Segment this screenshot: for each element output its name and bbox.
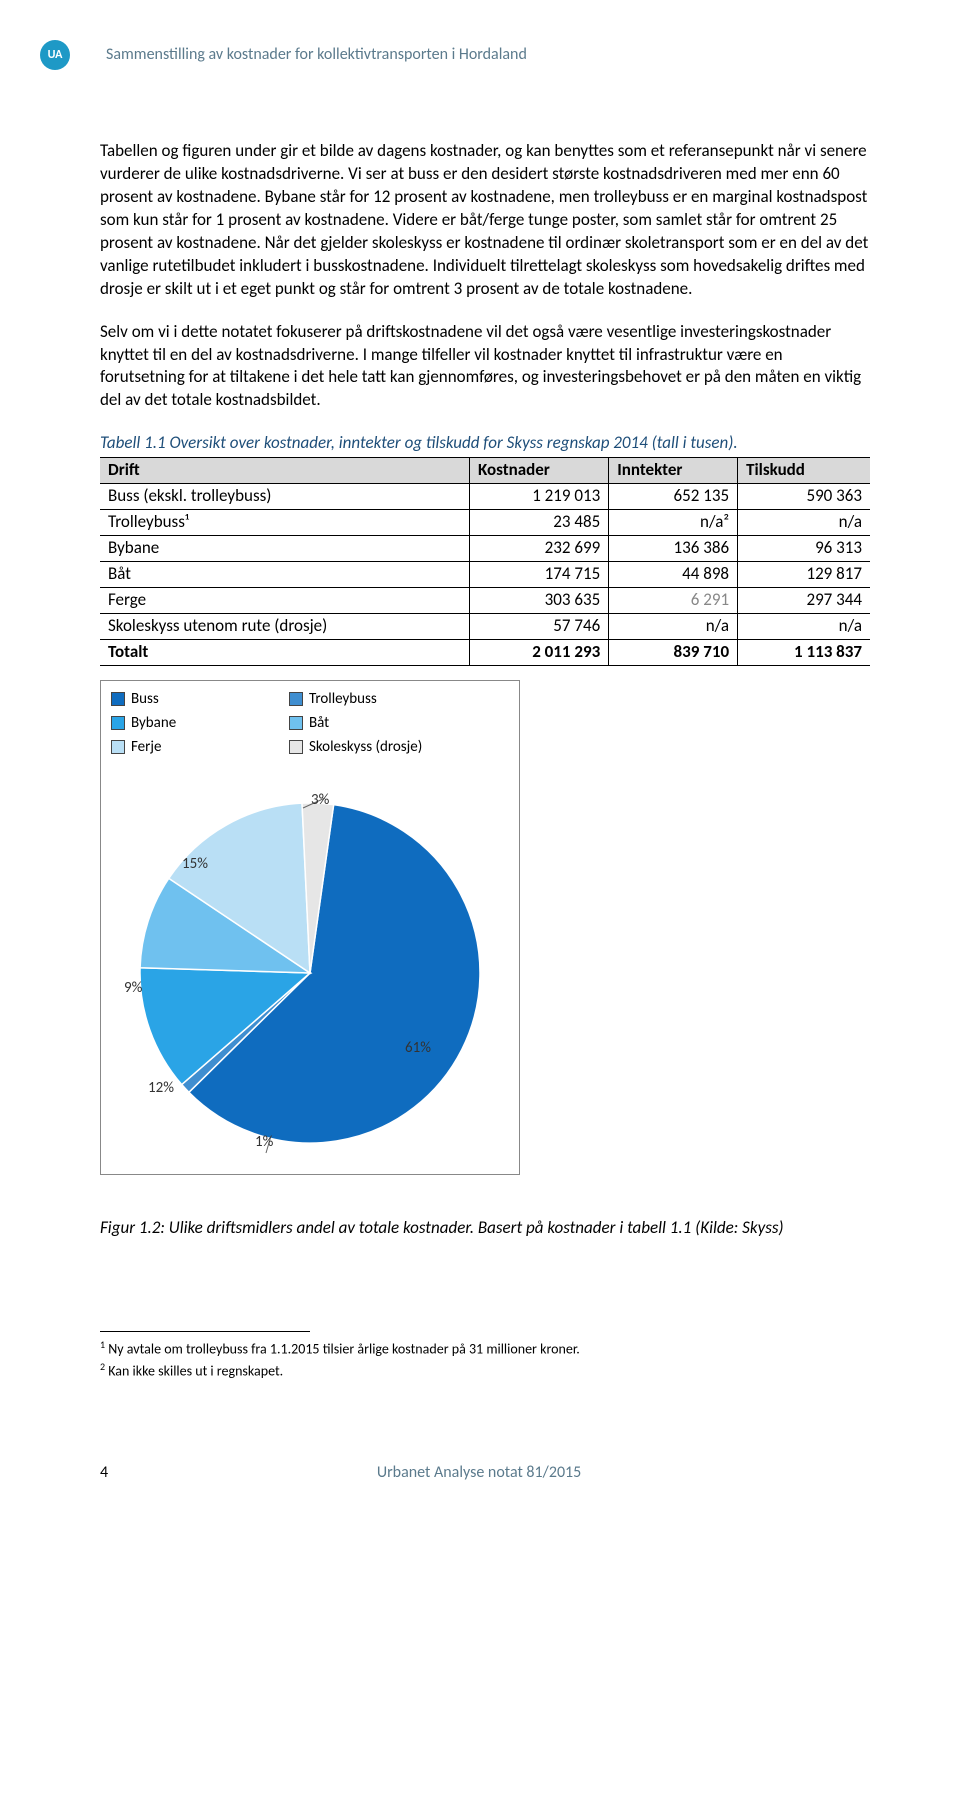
legend-item: Båt: [289, 713, 509, 733]
table-cell: n/a: [609, 613, 738, 639]
paragraph-1: Tabellen og figuren under gir et bilde a…: [100, 140, 870, 301]
table-header: Tilskudd: [738, 458, 870, 484]
table-cell: 839 710: [609, 639, 738, 665]
legend-label: Trolleybuss: [309, 689, 377, 709]
table-cell: 232 699: [469, 536, 608, 562]
legend-swatch: [111, 740, 125, 754]
legend-label: Båt: [309, 713, 329, 733]
table-cell: 303 635: [469, 587, 608, 613]
paragraph-2: Selv om vi i dette notatet fokuserer på …: [100, 321, 870, 413]
figure-caption: Figur 1.2: Ulike driftsmidlers andel av …: [100, 1217, 870, 1240]
table-row: Båt174 71544 898129 817: [100, 562, 870, 588]
page-header: UA Sammenstilling av kostnader for kolle…: [100, 40, 870, 70]
table-row: Trolleybuss¹23 485n/a²n/a: [100, 510, 870, 536]
pie-chart-block: Buss Trolleybuss Bybane Båt Ferje Skoleskyss …: [100, 680, 520, 1175]
page-number: 4: [100, 1462, 108, 1484]
table-cell: Trolleybuss¹: [100, 510, 469, 536]
table-cell: 174 715: [469, 562, 608, 588]
table-cell: 652 135: [609, 484, 738, 510]
legend-item: Skoleskyss (drosje): [289, 737, 509, 757]
body-text: Tabellen og figuren under gir et bilde a…: [100, 140, 870, 412]
legend-swatch: [111, 716, 125, 730]
table-cell: Totalt: [100, 639, 469, 665]
legend-swatch: [289, 716, 303, 730]
pie-slice-label: 61%: [405, 1038, 431, 1058]
pie-slice-label: 1%: [255, 1132, 273, 1152]
legend-item: Bybane: [111, 713, 263, 733]
pie-legend: Buss Trolleybuss Bybane Båt Ferje Skoleskyss …: [107, 687, 513, 768]
legend-item: Ferje: [111, 737, 263, 757]
table-header: Drift: [100, 458, 469, 484]
pie-slice-label: 9%: [124, 978, 142, 998]
table-cell: n/a: [738, 510, 870, 536]
table-cell: 2 011 293: [469, 639, 608, 665]
table-cell: 44 898: [609, 562, 738, 588]
table-cell: n/a: [738, 613, 870, 639]
pie-chart: 61% 1% 12% 9% 15% 3%: [110, 768, 510, 1168]
pie-slice-label: 3%: [311, 790, 329, 810]
table-cell: 57 746: [469, 613, 608, 639]
table-cell: Ferge: [100, 587, 469, 613]
legend-label: Ferje: [131, 737, 161, 757]
table-cell: n/a²: [609, 510, 738, 536]
legend-swatch: [111, 692, 125, 706]
table-cell: 96 313: [738, 536, 870, 562]
table-cell: 23 485: [469, 510, 608, 536]
legend-label: Bybane: [131, 713, 176, 733]
table-header: Kostnader: [469, 458, 608, 484]
legend-swatch: [289, 692, 303, 706]
table-cell: 1 219 013: [469, 484, 608, 510]
page-footer: 4 Urbanet Analyse notat 81/2015: [100, 1462, 870, 1484]
table-cell: 136 386: [609, 536, 738, 562]
table-cell: 590 363: [738, 484, 870, 510]
ua-logo-badge: UA: [40, 40, 70, 70]
table-cell: 6 291: [609, 587, 738, 613]
table-cell: Buss (ekskl. trolleybuss): [100, 484, 469, 510]
table-row: Bybane232 699136 38696 313: [100, 536, 870, 562]
footnote-1: Ny avtale om trolleybuss fra 1.1.2015 ti…: [108, 1341, 580, 1358]
cost-table: DriftKostnaderInntekterTilskudd Buss (ek…: [100, 457, 870, 666]
table-cell: 1 113 837: [738, 639, 870, 665]
legend-item: Buss: [111, 689, 263, 709]
legend-swatch: [289, 740, 303, 754]
table-header: Inntekter: [609, 458, 738, 484]
table-row: Buss (ekskl. trolleybuss)1 219 013652 13…: [100, 484, 870, 510]
table-caption: Tabell 1.1 Oversikt over kostnader, innt…: [100, 432, 870, 455]
pie-slice-label: 12%: [148, 1078, 174, 1098]
table-row: Ferge303 6356 291297 344: [100, 587, 870, 613]
footnote-2: Kan ikke skilles ut i regnskapet.: [108, 1363, 283, 1380]
legend-label: Buss: [131, 689, 159, 709]
table-row: Totalt2 011 293839 7101 113 837: [100, 639, 870, 665]
legend-item: Trolleybuss: [289, 689, 509, 709]
pie-slice-label: 15%: [182, 854, 208, 874]
footer-center: Urbanet Analyse notat 81/2015: [377, 1462, 581, 1484]
table-cell: 297 344: [738, 587, 870, 613]
legend-label: Skoleskyss (drosje): [309, 737, 422, 757]
table-cell: 129 817: [738, 562, 870, 588]
running-head: Sammenstilling av kostnader for kollekti…: [106, 44, 527, 66]
table-cell: Bybane: [100, 536, 469, 562]
table-cell: Skoleskyss utenom rute (drosje): [100, 613, 469, 639]
footnote-rule: [100, 1331, 310, 1332]
footnotes: 1 Ny avtale om trolleybuss fra 1.1.2015 …: [100, 1338, 870, 1381]
table-cell: Båt: [100, 562, 469, 588]
table-row: Skoleskyss utenom rute (drosje)57 746n/a…: [100, 613, 870, 639]
